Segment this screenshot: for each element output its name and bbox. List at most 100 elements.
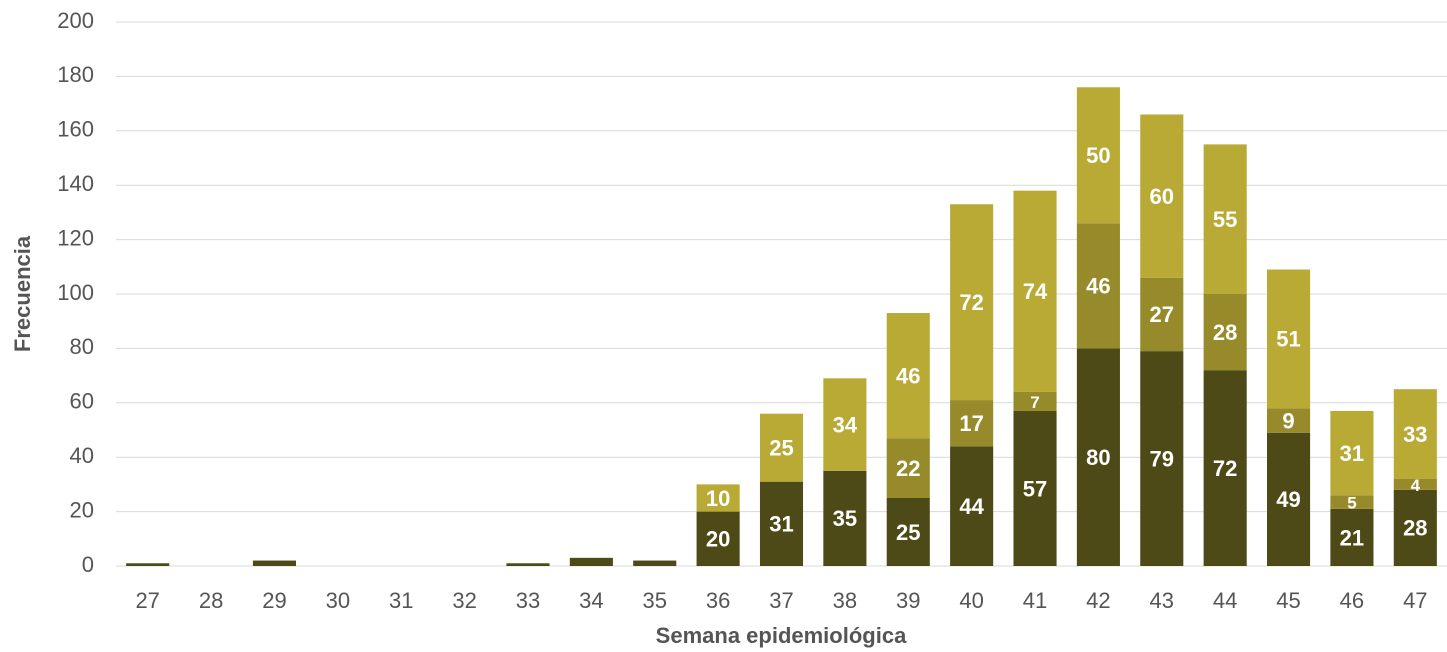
y-tick-label: 60 bbox=[70, 389, 94, 414]
data-label: 35 bbox=[833, 506, 857, 531]
x-tick-label: 30 bbox=[326, 588, 350, 613]
data-label: 34 bbox=[833, 412, 858, 437]
bar-segment bbox=[1140, 351, 1184, 566]
data-label: 25 bbox=[896, 520, 920, 545]
data-label: 20 bbox=[706, 527, 730, 552]
data-label: 51 bbox=[1276, 327, 1300, 352]
bar-segment bbox=[506, 563, 550, 566]
data-label: 57 bbox=[1023, 476, 1047, 501]
data-label: 46 bbox=[1086, 274, 1110, 299]
y-tick-label: 100 bbox=[57, 280, 94, 305]
x-tick-label: 29 bbox=[262, 588, 286, 613]
bar-segment bbox=[1330, 410, 1374, 496]
x-tick-label: 32 bbox=[452, 588, 476, 613]
y-tick-label: 80 bbox=[70, 334, 94, 359]
data-label: 50 bbox=[1086, 143, 1110, 168]
x-tick-label: 39 bbox=[896, 588, 920, 613]
bar-segment bbox=[950, 446, 994, 566]
bar-segment bbox=[950, 204, 994, 401]
data-label: 21 bbox=[1340, 525, 1364, 550]
bar-segment bbox=[1140, 114, 1184, 278]
bar-segment bbox=[1266, 269, 1311, 409]
x-tick-label: 31 bbox=[389, 588, 413, 613]
x-tick-label: 44 bbox=[1213, 588, 1237, 613]
bar-segment bbox=[252, 560, 297, 566]
bar-segment bbox=[1393, 478, 1437, 490]
bar-segment bbox=[1266, 408, 1311, 433]
data-label: 17 bbox=[959, 411, 983, 436]
data-label: 49 bbox=[1276, 487, 1300, 512]
bar-segment bbox=[696, 511, 740, 566]
y-tick-label: 160 bbox=[57, 117, 94, 142]
bar-segment bbox=[1076, 348, 1120, 566]
x-axis-title: Semana epidemiológica bbox=[656, 623, 907, 648]
data-label: 79 bbox=[1150, 446, 1174, 471]
data-label: 28 bbox=[1403, 516, 1427, 541]
x-tick-label: 47 bbox=[1403, 588, 1427, 613]
data-label: 22 bbox=[896, 456, 920, 481]
bar-segment bbox=[1393, 389, 1437, 479]
bar-segment bbox=[886, 498, 930, 566]
bar-segment bbox=[759, 481, 804, 566]
bar-segment bbox=[1076, 223, 1120, 349]
bar-segment bbox=[1393, 489, 1437, 566]
x-tick-label: 45 bbox=[1276, 588, 1300, 613]
bar-segment bbox=[1013, 190, 1057, 392]
bar-segment bbox=[1203, 294, 1247, 371]
bar-segment bbox=[1140, 277, 1184, 352]
y-tick-label: 40 bbox=[70, 443, 94, 468]
bar-segment bbox=[696, 484, 740, 512]
y-tick-label: 180 bbox=[57, 62, 94, 87]
bar-segment bbox=[1203, 370, 1247, 566]
bar-segment bbox=[886, 313, 930, 439]
data-label: 74 bbox=[1023, 279, 1048, 304]
x-tick-label: 28 bbox=[199, 588, 223, 613]
data-label: 80 bbox=[1086, 445, 1110, 470]
data-label: 72 bbox=[1213, 456, 1237, 481]
data-label: 60 bbox=[1150, 184, 1174, 209]
x-tick-label: 33 bbox=[516, 588, 540, 613]
x-tick-label: 40 bbox=[959, 588, 983, 613]
data-label: 31 bbox=[769, 512, 793, 537]
x-tick-label: 41 bbox=[1023, 588, 1047, 613]
x-tick-label: 43 bbox=[1150, 588, 1174, 613]
bar-segment bbox=[1013, 410, 1057, 566]
data-label: 28 bbox=[1213, 320, 1237, 345]
bar-segment bbox=[950, 400, 994, 447]
bar-segment bbox=[1013, 391, 1057, 411]
x-tick-label: 36 bbox=[706, 588, 730, 613]
x-tick-label: 38 bbox=[833, 588, 857, 613]
data-label: 46 bbox=[896, 363, 920, 388]
y-tick-label: 120 bbox=[57, 225, 94, 250]
x-tick-label: 37 bbox=[769, 588, 793, 613]
data-label: 33 bbox=[1403, 422, 1427, 447]
data-label: 4 bbox=[1411, 476, 1421, 495]
y-tick-label: 200 bbox=[57, 8, 94, 33]
bar-segment bbox=[1266, 432, 1311, 566]
bar-segment bbox=[1330, 508, 1374, 566]
data-label: 25 bbox=[769, 435, 793, 460]
x-tick-label: 35 bbox=[642, 588, 666, 613]
data-label: 7 bbox=[1030, 393, 1039, 412]
bar-segment bbox=[823, 470, 867, 566]
data-label: 9 bbox=[1282, 408, 1294, 433]
y-tick-label: 140 bbox=[57, 171, 94, 196]
x-tick-label: 42 bbox=[1086, 588, 1110, 613]
bar-segment bbox=[1203, 144, 1247, 294]
bar-segment bbox=[633, 560, 677, 566]
x-tick-label: 46 bbox=[1340, 588, 1364, 613]
y-tick-label: 20 bbox=[70, 497, 94, 522]
bar-segment bbox=[126, 563, 170, 566]
bar-segment bbox=[823, 378, 867, 471]
data-label: 31 bbox=[1340, 441, 1364, 466]
data-label: 55 bbox=[1213, 207, 1237, 232]
bar-segment bbox=[569, 557, 613, 566]
x-tick-label: 34 bbox=[579, 588, 603, 613]
data-label: 5 bbox=[1347, 494, 1356, 513]
bar-segment bbox=[1330, 495, 1374, 509]
y-tick-label: 0 bbox=[82, 552, 94, 577]
data-label: 72 bbox=[959, 290, 983, 315]
data-label: 10 bbox=[706, 486, 730, 511]
y-axis-title: Frecuencia bbox=[10, 235, 35, 352]
